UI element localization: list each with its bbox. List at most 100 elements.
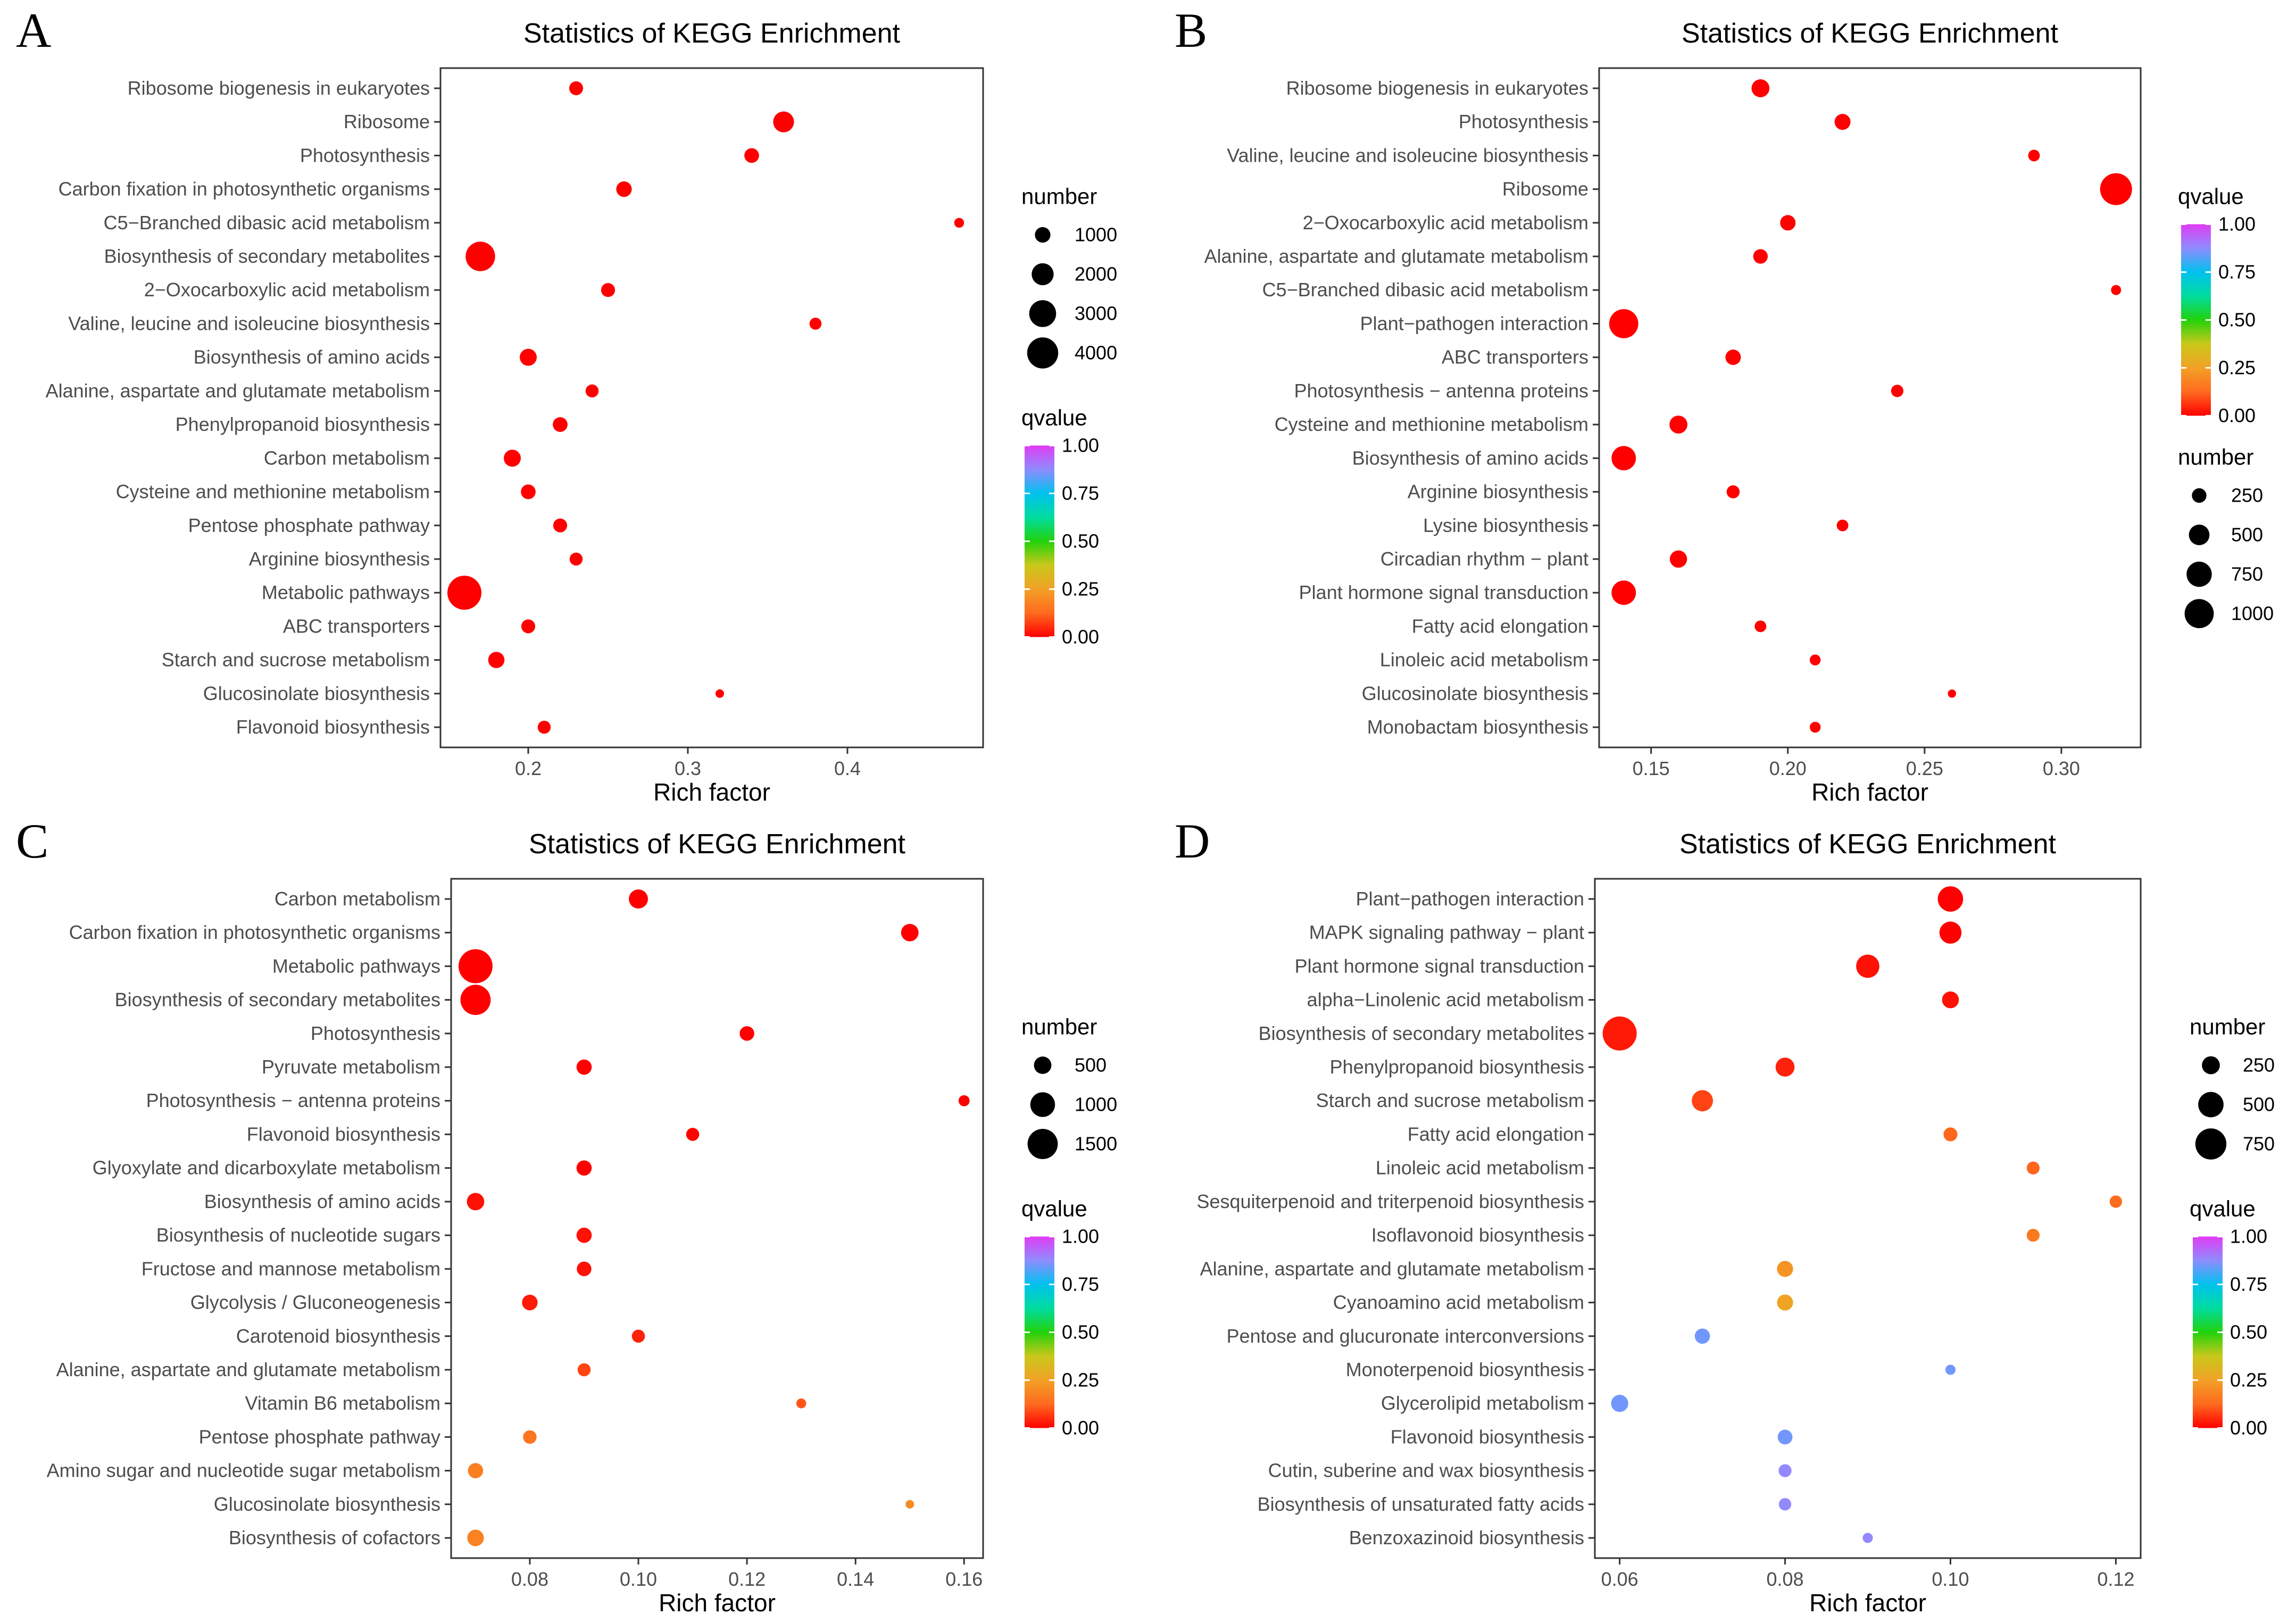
y-tick-label: Cutin, suberine and wax biosynthesis (1268, 1460, 1584, 1481)
colorbar-tick-label: 1.00 (1062, 435, 1099, 456)
x-axis: 0.06 0.08 0.10 0.12 (1601, 1558, 2134, 1590)
chart-title: Statistics of KEGG Enrichment (1682, 18, 2059, 49)
data-point (537, 720, 551, 734)
x-tick-label: 0.08 (1767, 1568, 1804, 1590)
size-legend-label: 1000 (2231, 603, 2274, 625)
colorbar-tick-label: 0.00 (2230, 1417, 2267, 1439)
data-point (1856, 954, 1879, 978)
y-tick-label: Cyanoamino acid metabolism (1333, 1292, 1584, 1313)
y-tick-label: Sesquiterpenoid and triterpenoid biosynt… (1197, 1191, 1584, 1212)
colorbar-tick-label: 1.00 (2218, 213, 2256, 235)
size-legend-label: 500 (2243, 1094, 2275, 1116)
x-tick-label: 0.2 (515, 758, 542, 779)
color-legend: qvalue 1.00 0.75 0.50 0.25 0.00 (1021, 405, 1099, 648)
y-tick-label: Starch and sucrose metabolism (1316, 1089, 1584, 1111)
panel-letter: B (1175, 3, 1207, 57)
size-legend-label: 1500 (1075, 1133, 1117, 1155)
data-point (553, 417, 568, 432)
y-tick-label: Glucosinolate biosynthesis (1362, 683, 1588, 704)
y-tick-label: Photosynthesis − antenna proteins (1294, 380, 1588, 402)
colorbar-tick-label: 0.25 (1062, 578, 1099, 600)
data-point (1891, 385, 1904, 397)
data-point (1836, 519, 1849, 531)
y-tick-label: Biosynthesis of amino acids (204, 1191, 440, 1212)
panel-d: D Statistics of KEGG Enrichment Plant−pa… (1175, 814, 2275, 1617)
data-point (958, 1095, 970, 1106)
data-point (488, 652, 505, 668)
y-tick-label: Ribosome (1502, 178, 1588, 200)
color-legend-title: qvalue (1021, 405, 1087, 430)
y-axis: Carbon metabolism Carbon fixation in phot… (47, 888, 451, 1549)
data-point (1775, 1058, 1795, 1077)
data-point (2026, 1161, 2040, 1175)
panel-a: A Statistics of KEGG Enrichment Ribosome… (16, 3, 1117, 806)
data-point (773, 111, 794, 132)
size-legend-label: 250 (2231, 485, 2263, 506)
size-legend: number 250 500 750 1000 (2178, 445, 2274, 628)
data-point (576, 1059, 592, 1075)
data-point (954, 218, 964, 228)
data-point (616, 181, 632, 197)
data-point (2100, 173, 2132, 205)
data-point (1945, 1364, 1956, 1375)
data-point (577, 1363, 591, 1377)
y-tick-label: Alanine, aspartate and glutamate metabol… (1204, 245, 1588, 267)
y-tick-label: Pentose and glucuronate interconversions (1227, 1325, 1584, 1347)
data-point (577, 1261, 592, 1277)
data-point (1777, 1294, 1793, 1311)
y-tick-label: Circadian rhythm − plant (1380, 548, 1588, 570)
colorbar-tick-label: 0.75 (1062, 1274, 1099, 1295)
data-point (631, 1329, 645, 1343)
y-tick-label: Carotenoid biosynthesis (236, 1325, 440, 1347)
y-tick-label: Biosynthesis of unsaturated fatty acids (1258, 1493, 1584, 1515)
y-tick-label: Biosynthesis of amino acids (194, 346, 430, 368)
data-point (601, 283, 615, 297)
y-axis: Plant−pathogen interaction MAPK signaling… (1197, 888, 1595, 1549)
data-point (1692, 1090, 1713, 1112)
y-tick-label: Plant−pathogen interaction (1356, 888, 1584, 910)
data-point (744, 148, 759, 163)
data-point (1611, 446, 1636, 471)
data-point (1834, 114, 1851, 130)
data-point (809, 318, 822, 330)
size-legend-key (1027, 337, 1059, 369)
data-point (1669, 550, 1687, 568)
y-tick-label: Cysteine and methionine metabolism (116, 481, 430, 503)
y-tick-label: Alanine, aspartate and glutamate metabol… (46, 380, 430, 402)
data-point (522, 1294, 538, 1311)
y-tick-label: C5−Branched dibasic acid metabolism (104, 212, 430, 234)
size-legend-title: number (1021, 184, 1097, 209)
data-point (1611, 1395, 1628, 1412)
size-legend-title: number (2190, 1014, 2265, 1039)
data-point (2109, 1195, 2123, 1208)
y-tick-label: Benzoxazinoid biosynthesis (1349, 1527, 1584, 1549)
x-tick-label: 0.4 (834, 758, 861, 779)
color-legend-title: qvalue (2178, 184, 2244, 209)
data-points (1609, 79, 2132, 733)
y-tick-label: Pentose phosphate pathway (199, 1426, 440, 1447)
x-tick-label: 0.14 (837, 1568, 874, 1590)
size-legend-label: 500 (1075, 1054, 1107, 1076)
y-tick-label: Photosynthesis (1459, 111, 1588, 132)
data-point (569, 552, 583, 566)
size-legend-label: 750 (2231, 563, 2263, 585)
y-tick-label: Photosynthesis − antenna proteins (146, 1089, 440, 1111)
y-axis: Ribosome biogenesis in eukaryotes Ribosom… (46, 77, 440, 738)
y-tick-label: Phenylpropanoid biosynthesis (176, 413, 430, 435)
data-point (716, 689, 724, 698)
data-point (465, 242, 495, 271)
y-tick-label: Linoleic acid metabolism (1380, 649, 1588, 671)
data-point (523, 1430, 537, 1444)
color-legend: qvalue 1.00 0.75 0.50 0.25 0.00 (2190, 1196, 2267, 1439)
x-tick-label: 0.15 (1633, 758, 1670, 779)
y-tick-label: Valine, leucine and isoleucine biosynthe… (1227, 144, 1588, 166)
colorbar-tick-label: 1.00 (1062, 1226, 1099, 1247)
data-points (447, 81, 964, 734)
size-legend-key (2195, 1128, 2227, 1160)
x-axis: 0.15 0.20 0.25 0.30 (1633, 747, 2080, 779)
size-legend-key (2202, 1056, 2220, 1075)
x-tick-label: 0.20 (1769, 758, 1807, 779)
data-point (521, 484, 536, 500)
data-point (629, 889, 648, 909)
